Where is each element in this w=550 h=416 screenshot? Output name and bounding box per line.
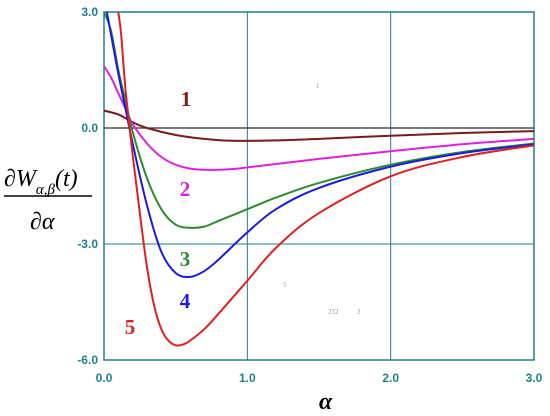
series-label-1: 1	[181, 87, 192, 111]
series-labels: 1 2 3 4 5	[125, 87, 192, 339]
y-tick-label: -6.0	[77, 353, 98, 367]
series-line-5	[117, 12, 534, 347]
x-tick-label: 3.0	[526, 371, 543, 385]
x-tick-label: 2.0	[382, 371, 399, 385]
y-tick-label: -3.0	[77, 237, 98, 251]
y-axis-label: ∂Wα,β(t) ∂α	[4, 166, 92, 235]
y-label-denominator: ∂α	[30, 209, 55, 235]
y-tick-label: 3.0	[81, 5, 98, 19]
x-tick-labels: 0.0 1.0 2.0 3.0	[96, 371, 543, 385]
series-label-4: 4	[180, 289, 191, 313]
series-line-3	[104, 12, 534, 229]
annotation-text: 232	[328, 308, 339, 316]
series-label-3: 3	[180, 247, 191, 271]
annotation-text: 3	[357, 308, 361, 316]
plot-border	[103, 11, 535, 361]
y-label-numerator-d: ∂W	[4, 166, 38, 192]
plot-frame	[103, 11, 535, 361]
y-label-numerator: ∂Wα,β(t)	[4, 166, 78, 198]
x-tick-label: 0.0	[96, 371, 113, 385]
y-tick-labels: 3.0 0.0 -3.0 -6.0	[77, 5, 98, 367]
series-curves	[104, 12, 534, 347]
grid-lines	[104, 12, 534, 360]
annotations: 1 5 232 3	[283, 82, 361, 316]
annotation-text: 5	[283, 281, 287, 289]
x-tick-label: 1.0	[239, 371, 256, 385]
series-line-4	[105, 12, 534, 278]
y-label-argument: (t)	[55, 166, 78, 192]
y-label-subscript: α,β	[36, 182, 56, 198]
series-label-5: 5	[125, 315, 136, 339]
y-tick-label: 0.0	[81, 121, 98, 135]
x-axis-label: α	[319, 389, 333, 415]
series-line-1	[104, 109, 534, 142]
series-label-2: 2	[180, 177, 191, 201]
annotation-text: 1	[316, 82, 320, 90]
